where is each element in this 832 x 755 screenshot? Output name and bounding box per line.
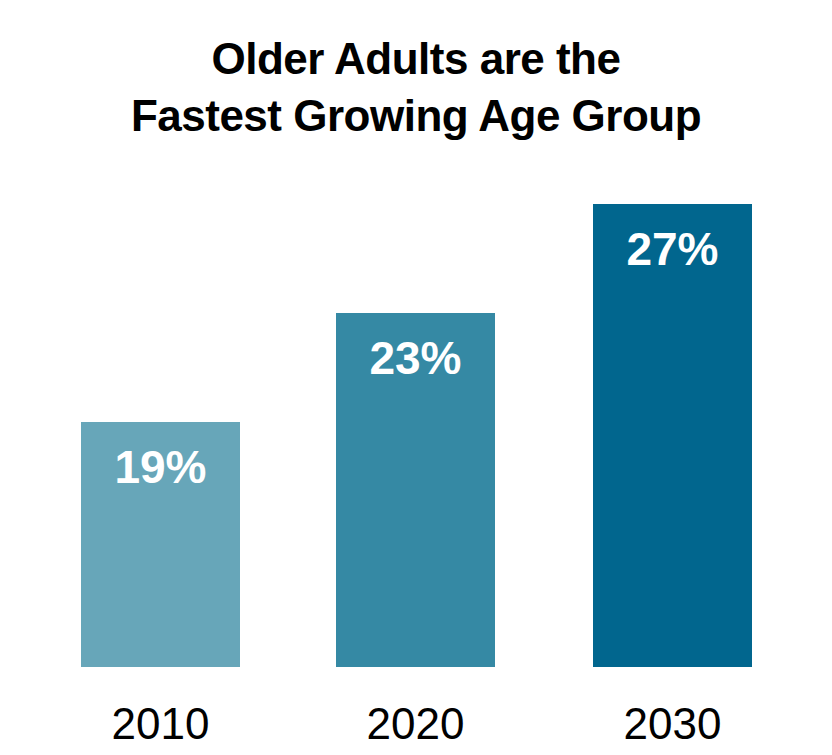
bar-value-label-2020: 23% [336,335,495,381]
x-axis-label-2010: 2010 [81,699,240,749]
bar-2020: 23% [336,313,495,667]
x-axis-label-2030: 2030 [593,699,752,749]
bar-2030: 27% [593,204,752,667]
x-axis: 2010 2020 2030 [0,699,832,749]
chart-canvas: Older Adults are the Fastest Growing Age… [0,0,832,755]
bar-value-label-2030: 27% [593,226,752,272]
bar-value-label-2010: 19% [81,444,240,490]
plot-area: 19% 23% 27% [0,0,832,667]
x-axis-label-2020: 2020 [336,699,495,749]
bar-2010: 19% [81,422,240,667]
